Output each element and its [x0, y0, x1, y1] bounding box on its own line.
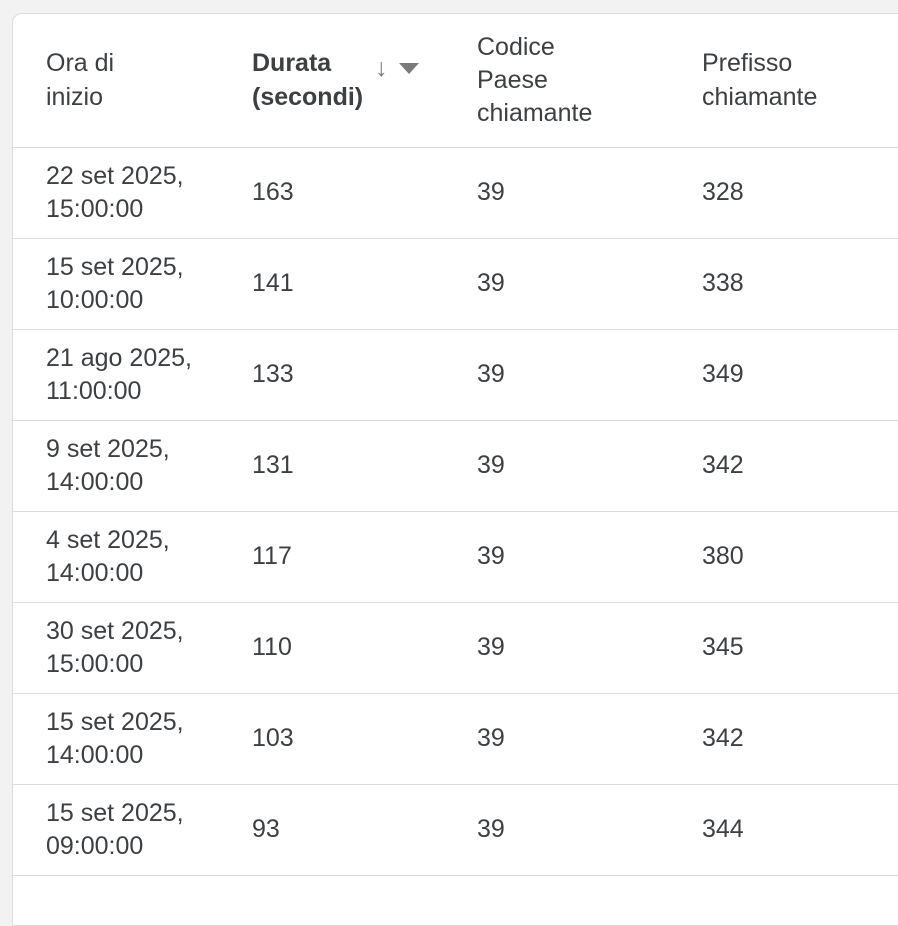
cell-duration-text: 133 [252, 360, 294, 389]
cell-start-time: 21 ago 2025, 11:00:00 [13, 329, 219, 421]
column-header-duration[interactable]: Durata (secondi) ↓ [219, 14, 444, 148]
cell-country-code: 39 [444, 238, 669, 330]
cell-duration-text: 110 [252, 633, 292, 662]
cell-start-time: 15 set 2025, 14:00:00 [13, 693, 219, 785]
cell-prefix: 344 [669, 784, 898, 876]
table-row[interactable]: 21 ago 2025, 11:00:00 133 39 349 [13, 329, 898, 421]
cell-start-time-text: 15 set 2025, 10:00:00 [46, 252, 184, 314]
column-header-start-time[interactable]: Ora di inizio [13, 14, 219, 148]
cell-duration-text: 93 [252, 815, 280, 844]
cell-prefix-text: 328 [702, 178, 744, 207]
table-row[interactable]: 30 set 2025, 15:00:00 110 39 345 [13, 602, 898, 694]
cell-prefix-text: 342 [702, 724, 744, 753]
cell-start-time-text: 15 set 2025, 09:00:00 [46, 798, 184, 860]
table-header: Ora di inizio Durata (secondi) ↓ [13, 14, 898, 148]
cell-start-time-text: 4 set 2025, 14:00:00 [46, 525, 170, 587]
cell-start-time-text: 15 set 2025, 14:00:00 [46, 707, 184, 769]
cell-start-time: 22 set 2025, 15:00:00 [13, 147, 219, 239]
column-header-duration-label: Durata (secondi) [252, 49, 364, 111]
cell-duration: 141 [219, 238, 444, 330]
column-header-start-time-label: Ora di inizio [46, 49, 115, 111]
cell-country-code-text: 39 [477, 451, 505, 480]
column-header-calling-country-code-label: Codice Paese chiamante [477, 32, 593, 128]
column-header-calling-prefix-label: Prefisso chiamante [702, 49, 818, 111]
cell-country-code: 39 [444, 329, 669, 421]
cell-country-code-text: 39 [477, 360, 505, 389]
cell-prefix: 345 [669, 602, 898, 694]
table-body: 22 set 2025, 15:00:00 163 39 328 15 set … [13, 147, 898, 876]
cell-country-code: 39 [444, 784, 669, 876]
column-header-calling-country-code[interactable]: Codice Paese chiamante [444, 14, 669, 148]
data-table-card: Ora di inizio Durata (secondi) ↓ [12, 13, 898, 926]
column-header-calling-prefix[interactable]: Prefisso chiamante [669, 14, 898, 148]
cell-prefix: 342 [669, 693, 898, 785]
cell-country-code: 39 [444, 511, 669, 603]
table-row[interactable]: 22 set 2025, 15:00:00 163 39 328 [13, 147, 898, 239]
cell-prefix-text: 342 [702, 451, 744, 480]
cell-duration: 163 [219, 147, 444, 239]
call-records-table: Ora di inizio Durata (secondi) ↓ [13, 14, 898, 876]
cell-start-time-text: 30 set 2025, 15:00:00 [46, 616, 184, 678]
cell-duration: 133 [219, 329, 444, 421]
cell-country-code-text: 39 [477, 269, 505, 298]
cell-start-time: 9 set 2025, 14:00:00 [13, 420, 219, 512]
cell-country-code: 39 [444, 147, 669, 239]
cell-country-code-text: 39 [477, 633, 505, 662]
cell-prefix-text: 345 [702, 633, 744, 662]
arrow-down-icon[interactable]: ↓ [375, 54, 388, 82]
table-row[interactable]: 9 set 2025, 14:00:00 131 39 342 [13, 420, 898, 512]
cell-duration-text: 163 [252, 178, 294, 207]
cell-start-time: 15 set 2025, 10:00:00 [13, 238, 219, 330]
cell-prefix: 380 [669, 511, 898, 603]
cell-duration-text: 131 [252, 451, 294, 480]
cell-duration-text: 141 [252, 269, 294, 298]
cell-country-code-text: 39 [477, 724, 505, 753]
cell-start-time-text: 21 ago 2025, 11:00:00 [46, 343, 192, 405]
cell-country-code: 39 [444, 420, 669, 512]
table-row[interactable]: 4 set 2025, 14:00:00 117 39 380 [13, 511, 898, 603]
table-header-row: Ora di inizio Durata (secondi) ↓ [13, 14, 898, 148]
cell-country-code: 39 [444, 693, 669, 785]
cell-start-time-text: 9 set 2025, 14:00:00 [46, 434, 170, 496]
cell-prefix-text: 380 [702, 542, 744, 571]
cell-duration-text: 117 [252, 542, 292, 571]
cell-country-code: 39 [444, 602, 669, 694]
cell-duration: 131 [219, 420, 444, 512]
cell-country-code-text: 39 [477, 542, 505, 571]
caret-down-icon[interactable] [398, 63, 419, 74]
cell-duration-text: 103 [252, 724, 294, 753]
table-row[interactable]: 15 set 2025, 14:00:00 103 39 342 [13, 693, 898, 785]
cell-start-time: 4 set 2025, 14:00:00 [13, 511, 219, 603]
cell-duration: 103 [219, 693, 444, 785]
cell-duration: 110 [219, 602, 444, 694]
cell-prefix-text: 344 [702, 815, 744, 844]
table-row[interactable]: 15 set 2025, 09:00:00 93 39 344 [13, 784, 898, 876]
sort-controls[interactable]: ↓ [375, 56, 419, 81]
cell-country-code-text: 39 [477, 178, 505, 207]
cell-start-time: 30 set 2025, 15:00:00 [13, 602, 219, 694]
cell-prefix-text: 338 [702, 269, 744, 298]
cell-prefix: 342 [669, 420, 898, 512]
cell-duration: 93 [219, 784, 444, 876]
cell-prefix: 338 [669, 238, 898, 330]
table-row[interactable]: 15 set 2025, 10:00:00 141 39 338 [13, 238, 898, 330]
cell-start-time: 15 set 2025, 09:00:00 [13, 784, 219, 876]
cell-prefix: 328 [669, 147, 898, 239]
cell-country-code-text: 39 [477, 815, 505, 844]
cell-start-time-text: 22 set 2025, 15:00:00 [46, 161, 184, 223]
cell-prefix-text: 349 [702, 360, 744, 389]
cell-prefix: 349 [669, 329, 898, 421]
cell-duration: 117 [219, 511, 444, 603]
